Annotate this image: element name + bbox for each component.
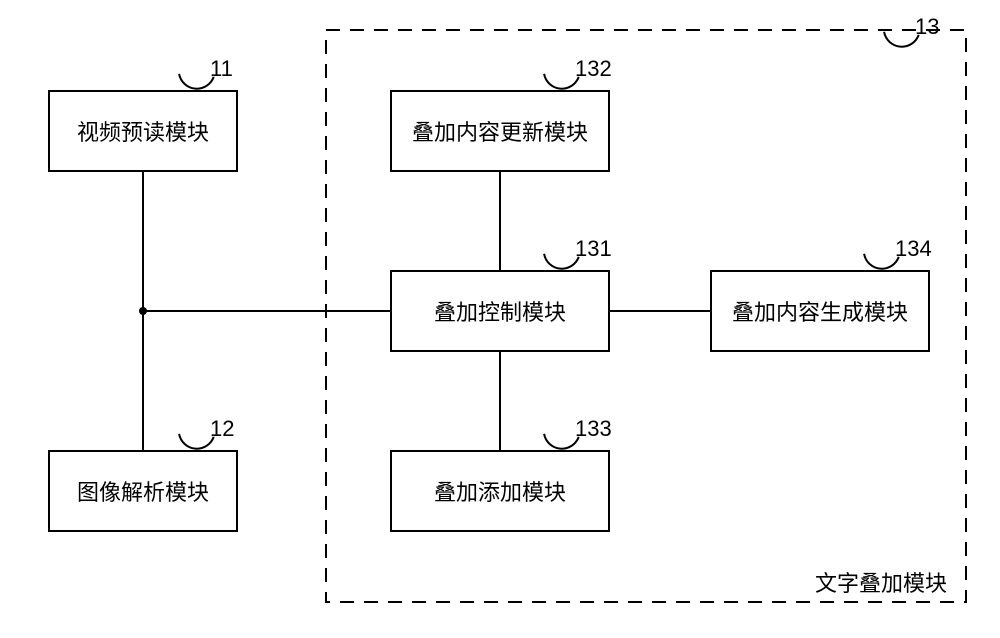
node-label: 叠加内容生成模块: [732, 295, 908, 327]
ref-label-n132: 132: [575, 56, 612, 82]
ref-label-n133: 133: [575, 416, 612, 442]
node-n12: 图像解析模块: [48, 450, 238, 532]
ref-label-n11: 11: [210, 56, 233, 82]
node-label: 叠加控制模块: [434, 295, 566, 327]
ref-label-n131: 131: [575, 236, 612, 262]
container-label: 文字叠加模块: [815, 566, 947, 598]
node-label: 图像解析模块: [77, 475, 209, 507]
node-n133: 叠加添加模块: [390, 450, 610, 532]
node-label: 叠加内容更新模块: [412, 115, 588, 147]
node-n134: 叠加内容生成模块: [710, 270, 930, 352]
ref-label-n12: 12: [210, 416, 234, 442]
diagram-stage: 视频预读模块 11 图像解析模块 12 叠加内容更新模块 132 叠加控制模块 131 叠加添加…: [0, 0, 1000, 638]
node-label: 视频预读模块: [77, 115, 209, 147]
node-label: 叠加添加模块: [434, 475, 566, 507]
node-n132: 叠加内容更新模块: [390, 90, 610, 172]
ref-label-container: 13: [915, 14, 939, 40]
node-n11: 视频预读模块: [48, 90, 238, 172]
ref-label-n134: 134: [895, 236, 932, 262]
node-n131: 叠加控制模块: [390, 270, 610, 352]
